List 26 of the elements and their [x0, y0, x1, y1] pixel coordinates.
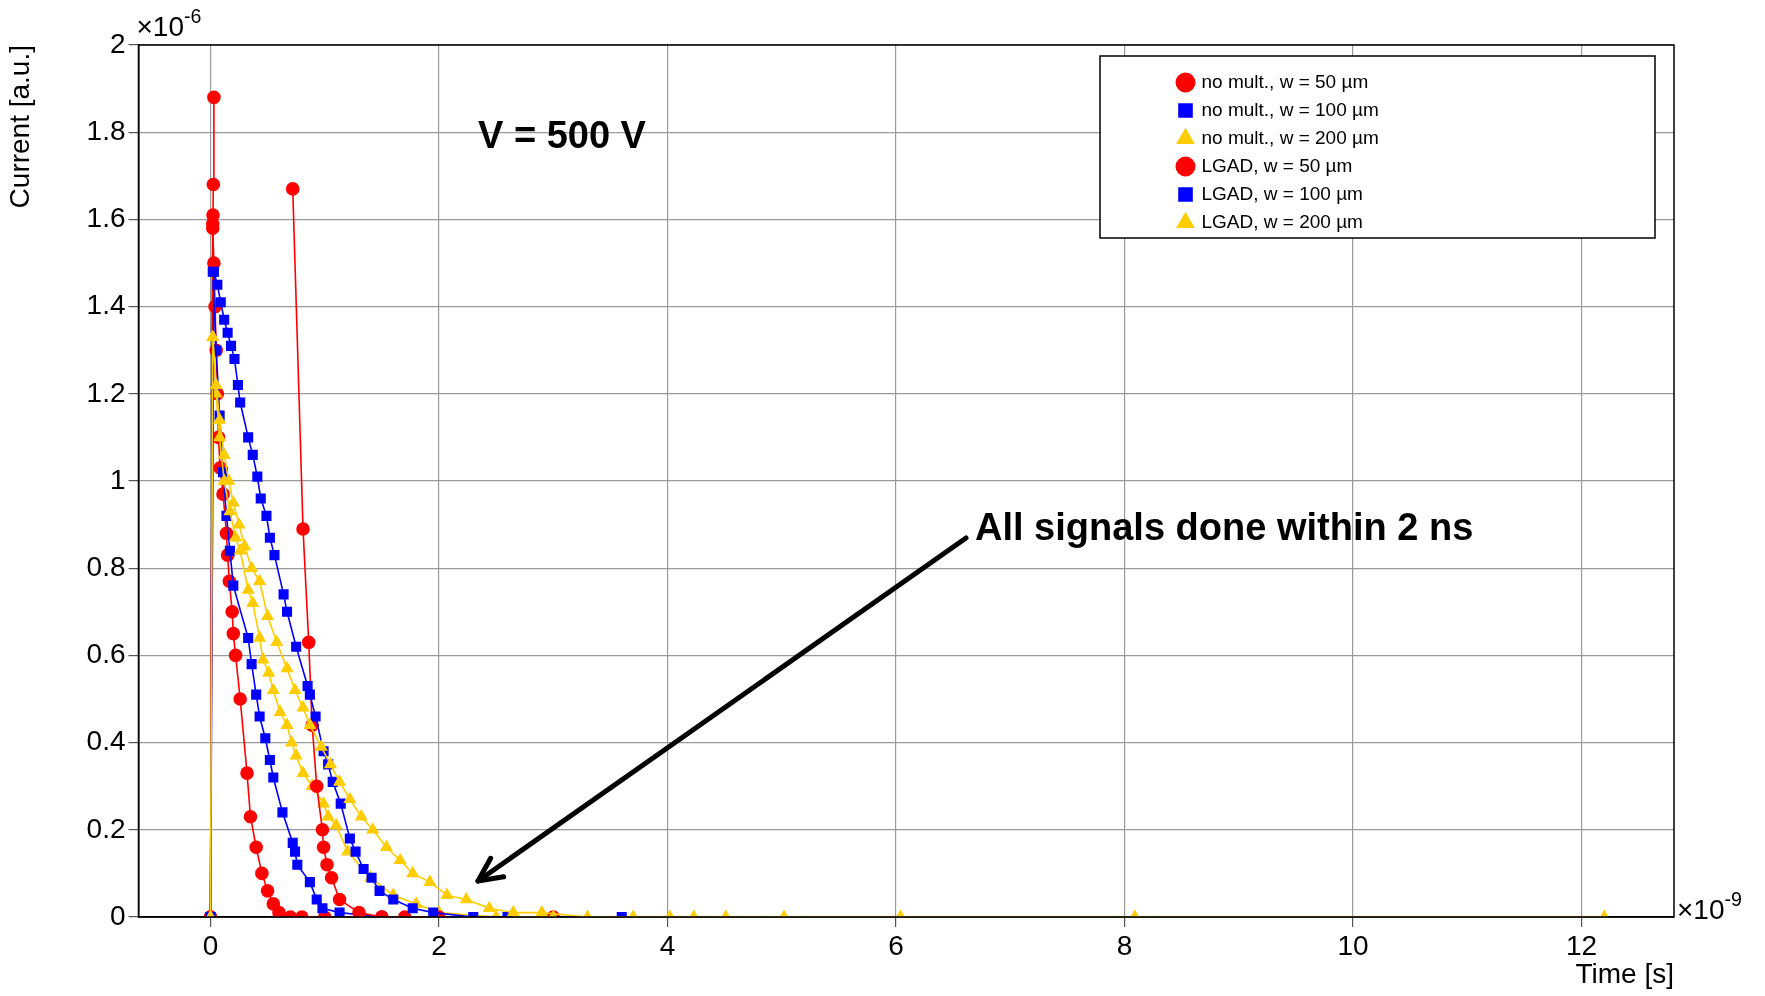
x-tick-label: 0: [202, 929, 219, 961]
y-tick-label: 0.2: [86, 812, 126, 844]
y-axis-title: Current [a.u.]: [3, 45, 35, 209]
x-tick-label: 8: [1116, 929, 1133, 961]
y-tick-label: 0.6: [86, 638, 126, 670]
annotation: V = 500 V: [478, 114, 647, 156]
legend-label: no mult., w = 50 µm: [1201, 70, 1369, 92]
y-tick-label: 1.8: [86, 114, 126, 146]
legend-label: no mult., w = 200 µm: [1201, 126, 1379, 148]
legend-label: no mult., w = 100 µm: [1201, 98, 1379, 120]
annotation: All signals done within 2 ns: [975, 506, 1474, 548]
y-tick-label: 2: [109, 27, 126, 59]
x-tick-label: 6: [888, 929, 904, 961]
x-tick-label: 10: [1337, 929, 1369, 961]
y-tick-label: 1.6: [86, 202, 126, 234]
x-tick-label: 2: [431, 929, 447, 961]
y-tick-label: 0.4: [86, 725, 126, 757]
y-tick-label: 0: [109, 899, 126, 931]
legend-label: LGAD, w = 200 µm: [1201, 210, 1363, 232]
y-tick-label: 1: [109, 463, 126, 495]
legend-label: LGAD, w = 50 µm: [1201, 154, 1353, 176]
x-tick-label: 4: [659, 929, 676, 961]
y-tick-label: 1.2: [86, 376, 126, 408]
y-tick-label: 0.8: [86, 550, 126, 582]
y-tick-label: 1.4: [86, 289, 126, 321]
legend-label: LGAD, w = 100 µm: [1201, 182, 1363, 204]
